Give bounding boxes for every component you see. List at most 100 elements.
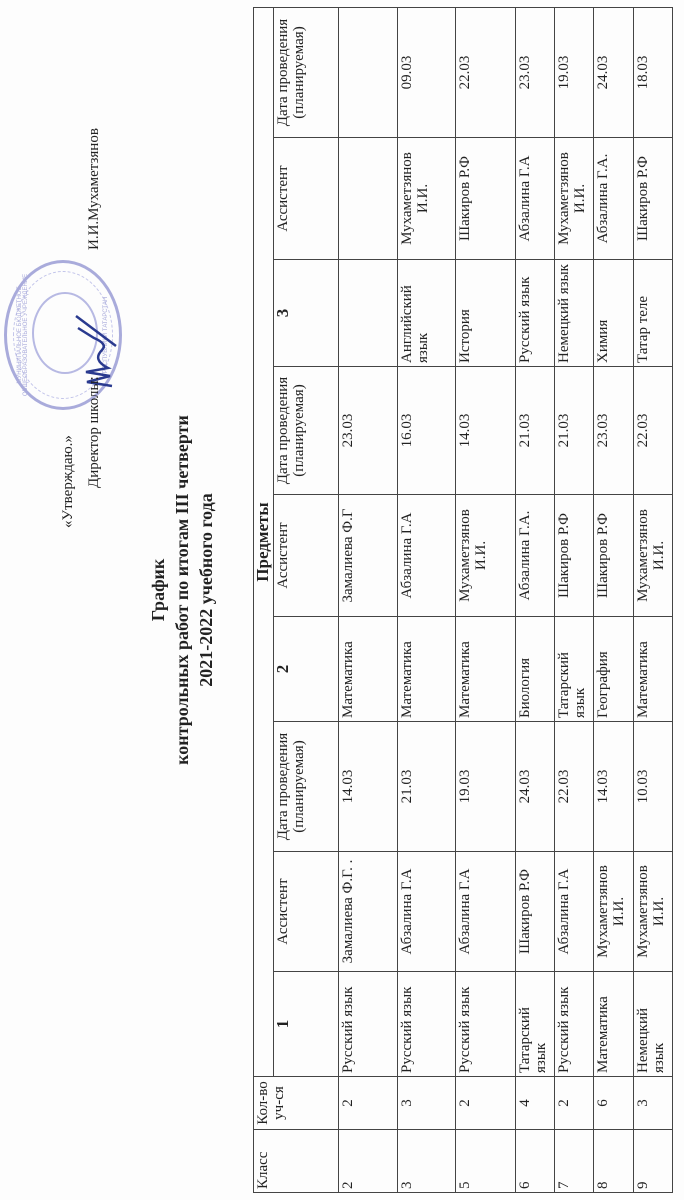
table-body: 2 2 Русский язык Замалиева Ф.Г. . 14.03 Матем… (338, 7, 673, 1193)
cell-subject-2: Математика (397, 616, 456, 722)
cell-assistant-1: Мухаметзянов И.И. (633, 851, 673, 972)
header-assistant-2: Ассистент (273, 494, 339, 617)
title-line-1: График (148, 558, 168, 622)
cell-subject-1: Русский язык (338, 971, 398, 1077)
cell-assistant-3 (338, 137, 398, 260)
cell-date-1: 19.03 (455, 721, 516, 852)
cell-subject-2: Математика (633, 616, 673, 722)
table-row: 2 2 Русский язык Замалиева Ф.Г. . 14.03 Матем… (338, 7, 398, 1193)
table-row: 3 3 Русский язык Абзалина Г.А 21.03 Математик… (397, 7, 456, 1193)
cell-date-2: 23.03 (338, 366, 398, 495)
cell-date-3 (338, 7, 398, 138)
cell-date-1: 14.03 (338, 721, 398, 852)
cell-class: 6 (515, 1129, 555, 1193)
cell-date-2: 14.03 (455, 366, 516, 495)
cell-subject-3: Татар теле (633, 259, 673, 367)
cell-date-2: 21.03 (515, 366, 555, 495)
header-subject-1: 1 (273, 971, 339, 1077)
cell-class: 5 (455, 1129, 516, 1193)
cell-count: 3 (633, 1076, 673, 1130)
cell-subject-2: Математика (455, 616, 516, 722)
cell-subject-2: Татарский язык (554, 616, 594, 722)
cell-subject-3: Немецкий язык (554, 259, 594, 367)
cell-assistant-1: Абзалина Г.А (397, 851, 456, 972)
cell-class: 7 (554, 1129, 594, 1193)
cell-date-3: 22.03 (455, 7, 516, 138)
table-row: 8 6 Математика Мухаметзянов И.И. 14.03 Геогра… (593, 7, 634, 1193)
header-count: Кол-во уч-ся (253, 1076, 339, 1130)
cell-date-2: 21.03 (554, 366, 594, 495)
cell-subject-3: Английский язык (397, 259, 456, 367)
cell-assistant-3: Шакиров Р.Ф (455, 137, 516, 260)
cell-count: 2 (554, 1076, 594, 1130)
document-title: График контрольных работ по итогам III ч… (146, 0, 218, 1200)
cell-class: 8 (593, 1129, 634, 1193)
cell-class: 3 (397, 1129, 456, 1193)
cell-subject-3: Русский язык (515, 259, 555, 367)
cell-subject-3: Химия (593, 259, 634, 367)
cell-subject-1: Русский язык (554, 971, 594, 1077)
table-row: 5 2 Русский язык Абзалина Г.А 19.03 Математик… (455, 7, 516, 1193)
header-date-3: Дата проведения (планируемая) (273, 7, 339, 138)
cell-date-3: 24.03 (593, 7, 634, 138)
cell-subject-1: Математика (593, 971, 634, 1077)
cell-date-2: 16.03 (397, 366, 456, 495)
cell-date-3: 19.03 (554, 7, 594, 138)
schedule-table: Класс Кол-во уч-ся Предметы 1 Ассистент … (253, 7, 673, 1193)
header-assistant-3: Ассистент (273, 137, 339, 260)
cell-subject-1: Немецкий язык (633, 971, 673, 1077)
cell-date-3: 18.03 (633, 7, 673, 138)
header-subject-2: 2 (273, 616, 339, 722)
cell-count: 3 (397, 1076, 456, 1130)
table-row: 6 4 Татарский язык Шакиров Р.Ф 24.03 Биология… (515, 7, 555, 1193)
cell-assistant-3: Шакиров Р.Ф (633, 137, 673, 260)
table-row: 7 2 Русский язык Абзалина Г.А 22.03 Татарский… (554, 7, 594, 1193)
cell-assistant-3: Мухаметзянов И.И. (554, 137, 594, 260)
cell-assistant-3: Абзалина Г.А. (593, 137, 634, 260)
cell-subject-2: Биология (515, 616, 555, 722)
cell-assistant-1: Мухаметзянов И.И. (593, 851, 634, 972)
cell-subject-1: Татарский язык (515, 971, 555, 1077)
cell-date-3: 09.03 (397, 7, 456, 138)
cell-date-1: 10.03 (633, 721, 673, 852)
cell-assistant-1: Замалиева Ф.Г. . (338, 851, 398, 972)
header-date-2: Дата проведения (планируемая) (273, 366, 339, 495)
header-date-1: Дата проведения (планируемая) (273, 721, 339, 852)
header-subject-3: 3 (273, 259, 339, 367)
cell-date-1: 24.03 (515, 721, 555, 852)
header-class: Класс (253, 1129, 339, 1193)
cell-subject-1: Русский язык (397, 971, 456, 1077)
cell-class: 2 (338, 1129, 398, 1193)
cell-subject-3 (338, 259, 398, 367)
cell-assistant-2: Мухаметзянов И.И. (633, 494, 673, 617)
header-subjects: Предметы (253, 7, 274, 1077)
cell-assistant-3: Мухаметзянов И.И. (397, 137, 456, 260)
cell-assistant-2: Шакиров Р.Ф (593, 494, 634, 617)
cell-subject-2: Математика (338, 616, 398, 722)
cell-date-2: 22.03 (633, 366, 673, 495)
cell-assistant-1: Абзалина Г.А (554, 851, 594, 972)
cell-assistant-1: Шакиров Р.Ф (515, 851, 555, 972)
cell-subject-3: История (455, 259, 516, 367)
title-line-3: 2021-2022 учебного года (196, 493, 216, 687)
cell-date-1: 14.03 (593, 721, 634, 852)
cell-assistant-2: Абзалина Г.А. (515, 494, 555, 617)
director-signature (75, 315, 117, 388)
stamp-text-top: МУНИЦИПАЛЬНОЕ БЮДЖЕТНОЕ ОБЩЕОБРАЗОВАТЕЛЬ… (17, 273, 29, 397)
approval-label: «Утверждаю.» (60, 435, 76, 528)
title-line-2: контрольных работ по итогам III четверти (172, 415, 192, 765)
cell-subject-1: Русский язык (455, 971, 516, 1077)
cell-assistant-3: Абзалина Г.А (515, 137, 555, 260)
cell-count: 2 (455, 1076, 516, 1130)
cell-assistant-1: Абзалина Г.А (455, 851, 516, 972)
cell-assistant-2: Шакиров Р.Ф (554, 494, 594, 617)
cell-class: 9 (633, 1129, 673, 1193)
cell-assistant-2: Замалиева Ф.Г (338, 494, 398, 617)
cell-date-1: 22.03 (554, 721, 594, 852)
table-row: 9 3 Немецкий язык Мухаметзянов И.И. 10.03 Мат… (633, 7, 673, 1193)
cell-date-1: 21.03 (397, 721, 456, 852)
cell-assistant-2: Мухаметзянов И.И. (455, 494, 516, 617)
cell-count: 2 (338, 1076, 398, 1130)
